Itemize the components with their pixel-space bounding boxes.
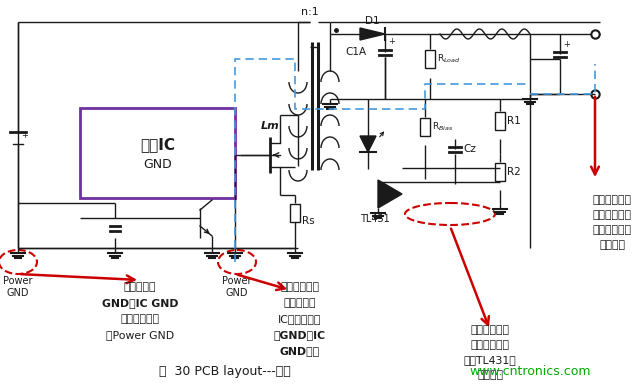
Bar <box>495 112 505 130</box>
Text: +: + <box>388 37 395 46</box>
Text: Rs: Rs <box>302 216 315 226</box>
Polygon shape <box>378 180 402 208</box>
Text: R2: R2 <box>507 167 521 177</box>
Text: R$_{Load}$: R$_{Load}$ <box>437 53 461 65</box>
Text: 源（TL431）: 源（TL431） <box>463 355 516 365</box>
Text: 输出小信号地: 输出小信号地 <box>593 195 632 205</box>
Text: Lm: Lm <box>261 121 280 131</box>
Text: Power
GND: Power GND <box>222 276 252 298</box>
Text: n:1: n:1 <box>301 7 319 17</box>
Text: R$_{Bias}$: R$_{Bias}$ <box>432 121 454 133</box>
Bar <box>495 163 505 181</box>
Text: 的地相连: 的地相连 <box>477 370 503 380</box>
Text: 图  30 PCB layout---接地: 图 30 PCB layout---接地 <box>159 365 291 378</box>
Text: 反馈信号需独: 反馈信号需独 <box>280 282 319 292</box>
Text: 相连后，连接: 相连后，连接 <box>120 314 159 324</box>
Text: R1: R1 <box>507 116 521 126</box>
Text: +: + <box>563 40 570 49</box>
Text: www.cntronics.com: www.cntronics.com <box>469 365 591 378</box>
Text: 到Power GND: 到Power GND <box>106 330 174 340</box>
Bar <box>80 108 235 198</box>
Text: +: + <box>21 132 28 140</box>
Text: 输出采样电阻: 输出采样电阻 <box>470 325 509 335</box>
Polygon shape <box>360 28 385 40</box>
Text: TL431: TL431 <box>360 214 390 224</box>
Text: Power
GND: Power GND <box>3 276 33 298</box>
Text: D1: D1 <box>365 16 380 26</box>
Text: 与相连后，与: 与相连后，与 <box>593 210 632 220</box>
Text: 所有小信号: 所有小信号 <box>124 282 156 292</box>
Text: 负极相连: 负极相连 <box>599 240 625 250</box>
Text: 输出电容的的: 输出电容的的 <box>593 225 632 235</box>
Bar <box>290 204 300 222</box>
Text: GND: GND <box>143 159 172 171</box>
Text: GND与IC GND: GND与IC GND <box>102 298 179 308</box>
Text: 的GND与IC: 的GND与IC <box>274 330 326 340</box>
Polygon shape <box>360 136 376 152</box>
Text: IC，反馈信号: IC，反馈信号 <box>278 314 322 324</box>
Bar <box>420 118 430 136</box>
Text: 立走到控制: 立走到控制 <box>284 298 316 308</box>
Bar <box>425 50 435 68</box>
Text: 控制IC: 控制IC <box>140 137 175 152</box>
Text: GND相连: GND相连 <box>280 346 320 356</box>
Text: Cz: Cz <box>463 144 476 154</box>
Text: 的地要与基准: 的地要与基准 <box>470 340 509 350</box>
Text: C1A: C1A <box>346 47 367 57</box>
